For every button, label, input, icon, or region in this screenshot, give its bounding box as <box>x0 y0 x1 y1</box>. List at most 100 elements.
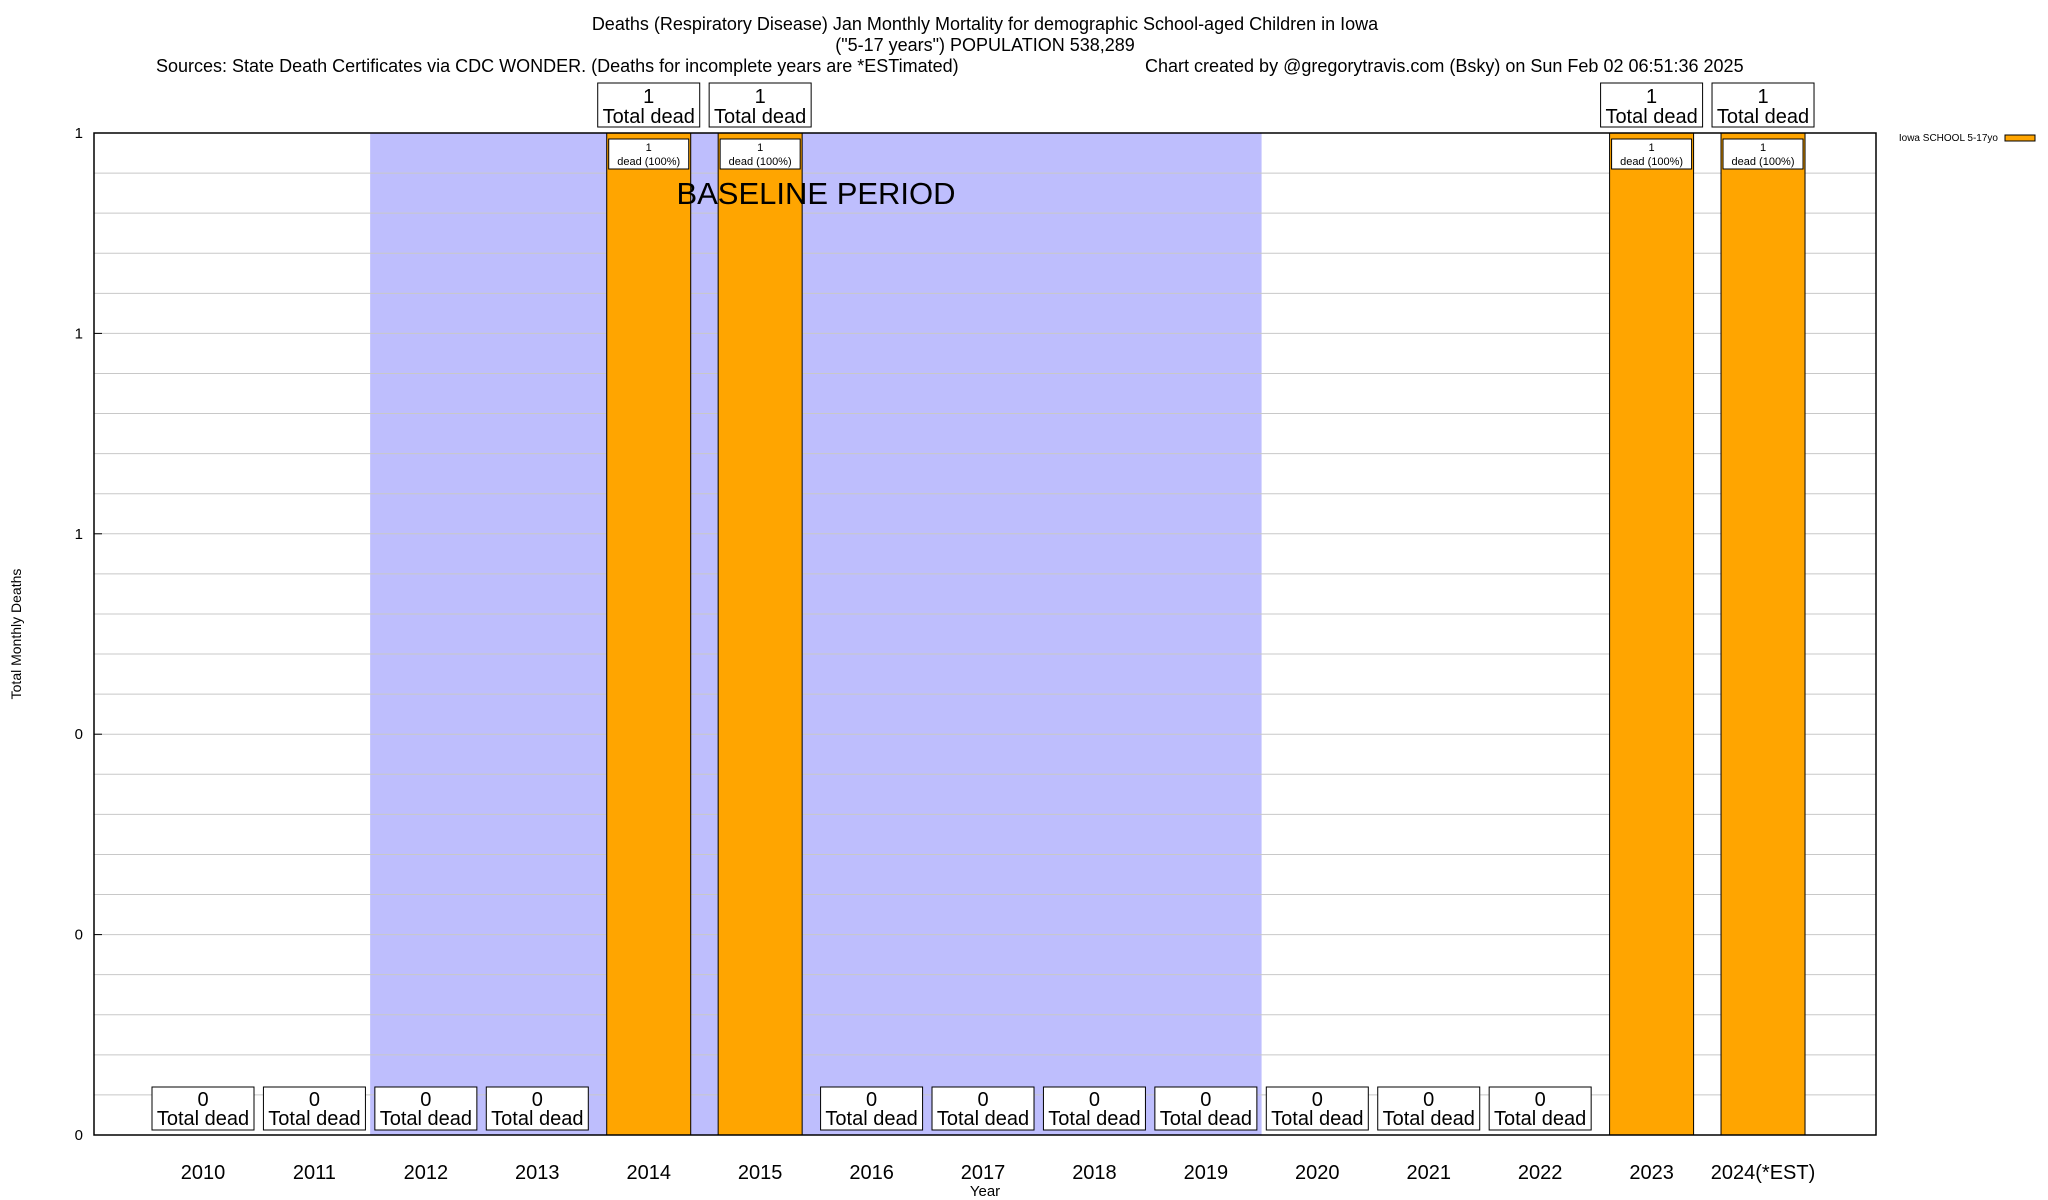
bar-total-label-box <box>374 1086 478 1131</box>
x-tick-label: 2014 <box>626 1162 671 1184</box>
bar-total-text: Total dead <box>157 1108 249 1130</box>
x-tick-label: 2017 <box>961 1162 1006 1184</box>
bar-inner-sublabel: dead (100%) <box>1732 156 1795 168</box>
bar-total-count: 1 <box>755 86 766 108</box>
bar-total-text: Total dead <box>825 1108 917 1130</box>
bar-total-count: 1 <box>1646 86 1657 108</box>
bar-total-count: 0 <box>977 1089 988 1111</box>
grid-layer <box>94 172 1876 1096</box>
y-tick-label: 1 <box>75 125 83 142</box>
bar-inner-count: 1 <box>646 142 652 154</box>
plot-frame <box>93 132 1877 1136</box>
x-tick-label: 2020 <box>1295 1162 1340 1184</box>
bar-inner-label: 1 dead (100%) <box>719 138 801 170</box>
bar-total-text: Total dead <box>1605 106 1697 128</box>
bar-total-text: Total dead <box>603 106 695 128</box>
baseline-region <box>370 133 1262 1135</box>
legend-label: Iowa SCHOOL 5-17yo <box>1899 133 1999 144</box>
bar-total-label-box <box>1488 1086 1592 1131</box>
bar <box>717 132 803 1136</box>
bar-total-text: Total dead <box>1271 1108 1363 1130</box>
x-tick-label: 2012 <box>404 1162 449 1184</box>
bar-total-count: 0 <box>1423 1089 1434 1111</box>
bar-total-count: 0 <box>532 1089 543 1111</box>
bar-inner-count: 1 <box>1649 142 1655 154</box>
bar-total-text: Total dead <box>1160 1108 1252 1130</box>
bar-total-text: Total dead <box>1048 1108 1140 1130</box>
bar-total-count: 1 <box>643 86 654 108</box>
bar-total-text: Total dead <box>491 1108 583 1130</box>
y-tick-label: 1 <box>75 526 83 543</box>
y-tick-label: 1 <box>75 325 83 342</box>
bar-inner-label-box <box>1722 138 1804 170</box>
x-tick-label: 2024(*EST) <box>1711 1162 1816 1184</box>
bar-total-label-box <box>820 1086 924 1131</box>
chart-title: Deaths (Respiratory Disease) Jan Monthly… <box>592 14 1379 34</box>
baseline-layer <box>370 133 1262 1135</box>
bar-total-count: 0 <box>1200 1089 1211 1111</box>
bar-inner-label-box <box>1611 138 1693 170</box>
bar <box>606 132 692 1136</box>
bar-inner-label: 1 dead (100%) <box>1722 138 1804 170</box>
bar-total-count: 0 <box>1535 1089 1546 1111</box>
x-tick-label: 2010 <box>181 1162 226 1184</box>
bar-total-label-box <box>262 1086 366 1131</box>
bar-inner-count: 1 <box>1760 142 1766 154</box>
bar-inner-label: 1 dead (100%) <box>608 138 690 170</box>
bar-total-text: Total dead <box>1494 1108 1586 1130</box>
y-tick-label: 0 <box>75 726 83 743</box>
bar-inner-label: 1 dead (100%) <box>1611 138 1693 170</box>
bar-total-label-box <box>1600 82 1704 128</box>
x-tick-label: 2022 <box>1518 1162 1563 1184</box>
bar-total-count: 0 <box>1089 1089 1100 1111</box>
bar-total-label-box <box>1377 1086 1481 1131</box>
x-axis-label: Year <box>970 1183 1000 1200</box>
bar <box>1720 132 1806 1136</box>
bar-total-label-box <box>931 1086 1035 1131</box>
bar-inner-count: 1 <box>757 142 763 154</box>
ticks-layer: 0 0 0 1 1 1 2010 2011 2012 2013 2014 2015 2016 2017 20… <box>75 125 1816 1184</box>
bar-total-count: 0 <box>309 1089 320 1111</box>
bar-total-count: 0 <box>866 1089 877 1111</box>
legend-swatch <box>2004 134 2036 142</box>
bar-total-label-box <box>1042 1086 1146 1131</box>
x-tick-label: 2011 <box>293 1162 336 1184</box>
bars-layer <box>606 132 1806 1136</box>
bar-total-count: 0 <box>197 1089 208 1111</box>
bar-total-count: 1 <box>1757 86 1768 108</box>
y-axis-label: Total Monthly Deaths <box>8 569 24 700</box>
bar-total-text: Total dead <box>1717 106 1809 128</box>
bar-total-label-box <box>708 82 812 128</box>
x-tick-label: 2023 <box>1629 1162 1674 1184</box>
x-tick-label: 2019 <box>1184 1162 1229 1184</box>
bar-total-text: Total dead <box>380 1108 472 1130</box>
bar-total-count: 0 <box>1312 1089 1323 1111</box>
bar <box>1609 132 1695 1136</box>
chart-sources: Sources: State Death Certificates via CD… <box>156 56 959 76</box>
legend: Iowa SCHOOL 5-17yo <box>1899 133 2036 144</box>
bar-total-label-box <box>1711 82 1815 128</box>
bar-inner-sublabel: dead (100%) <box>617 156 680 168</box>
x-tick-label: 2018 <box>1072 1162 1117 1184</box>
chart-credit: Chart created by @gregorytravis.com (Bsk… <box>1145 56 1744 76</box>
bar-total-label-box <box>1154 1086 1258 1131</box>
x-tick-label: 2015 <box>738 1162 783 1184</box>
x-tick-label: 2016 <box>849 1162 894 1184</box>
bar-total-label-box <box>1265 1086 1369 1131</box>
